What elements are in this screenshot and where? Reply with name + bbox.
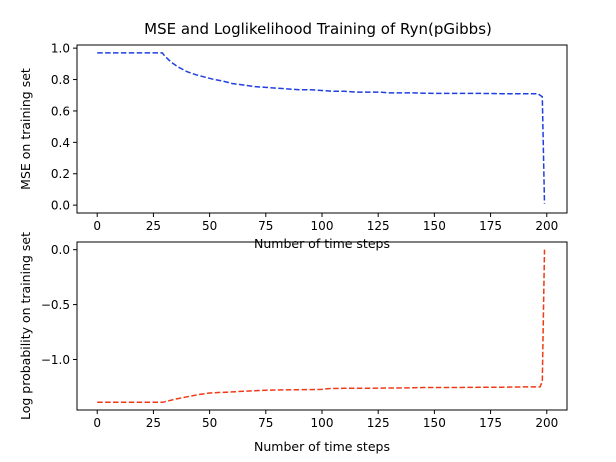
y-axis-label: Log probability on training set [18, 232, 33, 420]
x-tick-label: 175 [479, 416, 502, 430]
x-tick-label: 100 [311, 416, 334, 430]
series-line-1 [97, 249, 546, 404]
x-tick-label: 75 [258, 416, 273, 430]
y-tick-label: 1.0 [51, 42, 70, 56]
x-tick-label: 200 [535, 416, 558, 430]
x-axis-label: Number of time steps [254, 236, 390, 251]
series-line-1 [97, 52, 546, 204]
chart-panel-2: 0 25 50 75 100 125 150 175 200 −1.0 −0.5 0.0 Number … [18, 232, 568, 454]
x-tick-label: 175 [479, 219, 502, 233]
y-tick-label: 0.4 [51, 136, 70, 150]
chart-panel-1: 0 25 50 75 100 125 150 175 200 0.0 0.2 0.4 0.6 0.8 1.0… [18, 42, 568, 251]
x-tick-label: 125 [367, 416, 390, 430]
y-tick-label: 0.0 [51, 199, 70, 213]
y-tick-label: −1.0 [41, 353, 70, 367]
x-tick-label: 75 [258, 219, 273, 233]
x-tick-label: 25 [146, 219, 161, 233]
y-tick-label: 0.6 [51, 104, 70, 118]
chart-title: MSE and Loglikelihood Training of Ryn(pG… [144, 20, 492, 38]
x-tick-label: 150 [423, 416, 446, 430]
x-tick-label: 50 [202, 416, 217, 430]
x-tick-label: 25 [146, 416, 161, 430]
x-tick-label: 150 [423, 219, 446, 233]
y-tick-label: 0.8 [51, 73, 70, 87]
x-tick-label: 125 [367, 219, 390, 233]
y-axis-label: MSE on training set [18, 68, 33, 190]
y-tick-label: −0.5 [41, 298, 70, 312]
x-tick-label: 200 [535, 219, 558, 233]
x-tick-label: 50 [202, 219, 217, 233]
x-tick-label: 100 [311, 219, 334, 233]
y-tick-label: 0.0 [51, 243, 70, 257]
chart-panels: 0 25 50 75 100 125 150 175 200 0.0 0.2 0.4 0.6 0.8 1.0… [18, 42, 568, 454]
x-tick-label: 0 [93, 219, 101, 233]
x-tick-label: 0 [93, 416, 101, 430]
y-tick-label: 0.2 [51, 167, 70, 181]
x-axis-label: Number of time steps [254, 439, 390, 454]
